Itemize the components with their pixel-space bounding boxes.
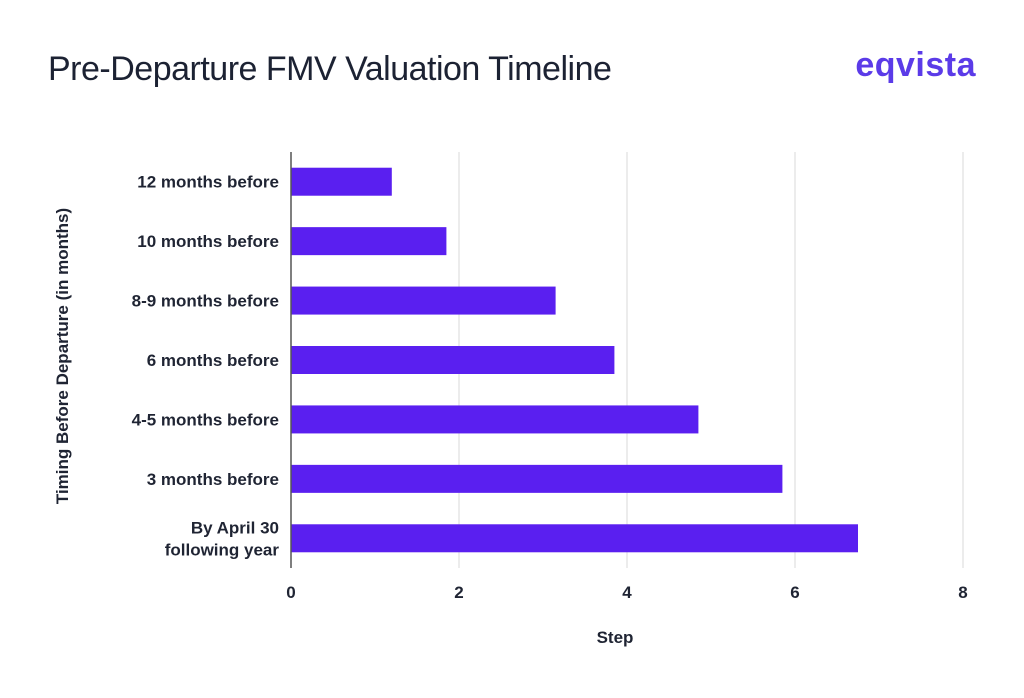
x-tick-label: 2 — [454, 583, 463, 602]
category-label: 6 months before — [147, 351, 279, 370]
x-tick-label: 4 — [622, 583, 632, 602]
y-axis-title: Timing Before Departure (in months) — [53, 208, 72, 504]
category-label: 10 months before — [137, 232, 279, 251]
x-tick-labels: 0 2 4 6 8 — [286, 583, 967, 602]
bar-layer — [291, 167, 858, 553]
bar — [291, 464, 783, 493]
category-label: 4-5 months before — [132, 410, 279, 429]
brand-logo: eqvista — [855, 46, 976, 85]
bar — [291, 524, 858, 553]
bar — [291, 346, 615, 374]
bar — [291, 227, 447, 256]
chart-title: Pre-Departure FMV Valuation Timeline — [48, 50, 612, 88]
x-tick-label: 6 — [790, 583, 799, 602]
brand-name: eqvista — [855, 46, 976, 84]
x-tick-label: 8 — [958, 583, 967, 602]
bar — [291, 405, 699, 434]
category-label: By April 30 following year — [165, 518, 280, 559]
category-labels: 12 months before 10 months before 8-9 mont… — [132, 173, 280, 560]
x-axis-title: Step — [597, 628, 634, 647]
category-label: 12 months before — [137, 173, 279, 192]
bar — [291, 167, 392, 196]
bar — [291, 286, 556, 315]
category-label: 8-9 months before — [132, 292, 279, 311]
category-label: 3 months before — [147, 470, 279, 489]
x-tick-label: 0 — [286, 583, 295, 602]
